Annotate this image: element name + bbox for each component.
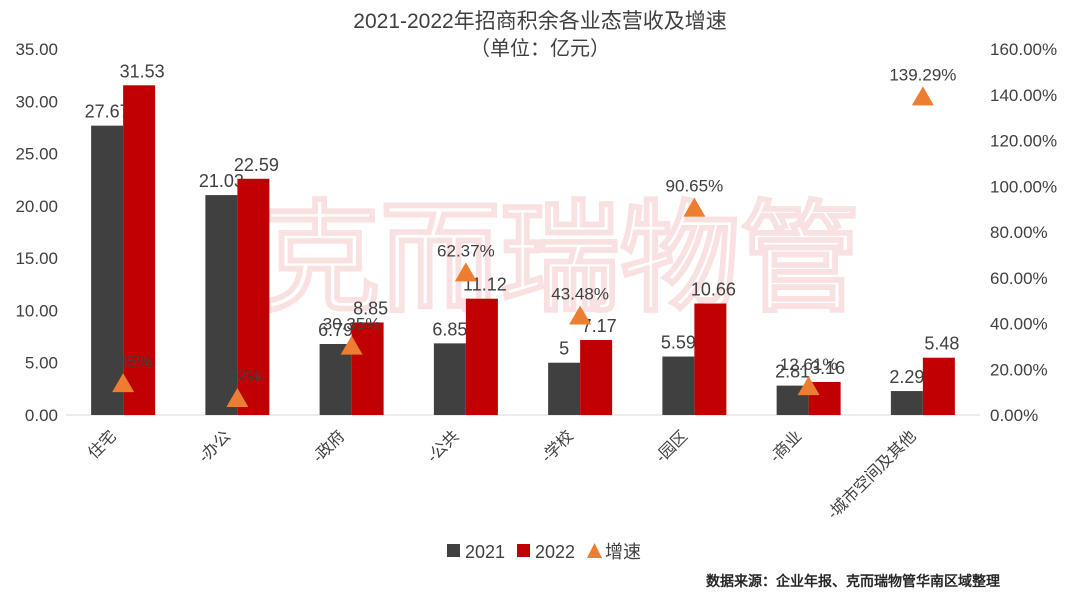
right-axis: 0.00% 20.00% 40.00% 60.00% 80.00% 100.00% 120.… bbox=[990, 40, 1057, 425]
category-label: -政府 bbox=[309, 427, 348, 466]
bar-2021 bbox=[319, 343, 352, 415]
bar-2022 bbox=[465, 298, 498, 415]
left-tick-label: 0.00 bbox=[25, 406, 58, 425]
category-label: -商业 bbox=[766, 427, 805, 466]
bar-2022-label: 31.53 bbox=[120, 61, 165, 81]
bar-2021-label: 21.03 bbox=[199, 171, 244, 191]
left-tick-label: 35.00 bbox=[15, 40, 58, 59]
category-label: 住宅 bbox=[85, 427, 120, 462]
left-tick-label: 5.00 bbox=[25, 354, 58, 373]
right-tick-label: 160.00% bbox=[990, 40, 1057, 59]
growth-label: 62.37% bbox=[437, 241, 495, 260]
bar-2021-label: 6.79 bbox=[318, 320, 353, 340]
category-labels: 住宅 -办公 -政府 -公共 -学校 -园区 -商业 -城市空间及其他 bbox=[85, 427, 920, 523]
growth-marker bbox=[683, 197, 706, 217]
right-tick-label: 120.00% bbox=[990, 132, 1057, 151]
bar-2021 bbox=[433, 343, 466, 415]
legend: 2021 2022 增速 bbox=[447, 542, 641, 562]
bar-2022-label: 22.59 bbox=[234, 155, 279, 175]
chart-subtitle: （单位：亿元） bbox=[470, 37, 610, 60]
right-tick-label: 80.00% bbox=[990, 223, 1048, 242]
bar-2022 bbox=[694, 303, 727, 415]
bar-2021 bbox=[205, 195, 238, 415]
right-tick-label: 20.00% bbox=[990, 360, 1048, 379]
bar-2022-label: 5.48 bbox=[924, 334, 959, 354]
right-tick-label: 60.00% bbox=[990, 269, 1048, 288]
legend-swatch bbox=[517, 544, 530, 557]
bar-2021-label: 5 bbox=[559, 339, 569, 359]
right-tick-label: 100.00% bbox=[990, 177, 1057, 196]
bar-2021 bbox=[548, 362, 581, 415]
left-tick-label: 15.00 bbox=[15, 249, 58, 268]
category-label: -学校 bbox=[538, 427, 577, 466]
growth-marker bbox=[340, 335, 363, 355]
right-tick-label: 140.00% bbox=[990, 86, 1057, 105]
right-tick-label: 40.00% bbox=[990, 315, 1048, 334]
bar-2022 bbox=[351, 322, 384, 415]
legend-swatch bbox=[587, 543, 602, 558]
growth-label: 30.35% bbox=[323, 315, 381, 334]
growth-label: 43.48% bbox=[551, 285, 609, 304]
growth-markers: 13.95% 7.42% 30.35% 62.37% 43.48% 90.65% 12.61… bbox=[94, 65, 956, 408]
bars: 27.6731.5321.0322.596.798.856.8511.1257.… bbox=[85, 61, 959, 416]
growth-label: 139.29% bbox=[889, 65, 956, 84]
category-label: -园区 bbox=[653, 428, 691, 466]
left-tick-label: 30.00 bbox=[15, 92, 58, 111]
bar-2022 bbox=[922, 357, 955, 415]
bar-2021-label: 6.85 bbox=[432, 319, 467, 339]
growth-label: 90.65% bbox=[666, 177, 724, 196]
bar-2021 bbox=[662, 356, 695, 415]
bar-2022 bbox=[237, 178, 270, 415]
right-tick-label: 0.00% bbox=[990, 406, 1038, 425]
legend-label: 2021 bbox=[465, 542, 505, 562]
chart-title: 2021-2022年招商积余各业态营收及增速 bbox=[353, 10, 726, 33]
bar-2021 bbox=[890, 391, 923, 415]
bar-2021-label: 27.67 bbox=[85, 102, 130, 122]
bar-2022 bbox=[123, 85, 156, 415]
bar-2021-label: 2.29 bbox=[889, 367, 924, 387]
source-note: 数据来源：企业年报、克而瑞物管华南区域整理 bbox=[706, 573, 1000, 589]
bar-2021 bbox=[91, 125, 124, 416]
growth-marker bbox=[226, 388, 249, 408]
bar-2022-label: 3.16 bbox=[810, 358, 845, 378]
left-tick-label: 20.00 bbox=[15, 197, 58, 216]
growth-label: 7.42% bbox=[213, 367, 261, 386]
category-label: -城市空间及其他 bbox=[824, 427, 920, 523]
growth-marker bbox=[911, 86, 934, 106]
left-tick-label: 25.00 bbox=[15, 145, 58, 164]
growth-label: 12.61% bbox=[780, 355, 838, 374]
category-label: -办公 bbox=[195, 427, 234, 466]
bar-2021-label: 5.59 bbox=[661, 333, 696, 353]
growth-marker bbox=[112, 373, 135, 393]
bar-2022 bbox=[580, 340, 613, 415]
growth-marker bbox=[797, 376, 820, 396]
growth-label: 13.95% bbox=[94, 352, 152, 371]
growth-marker bbox=[569, 305, 592, 325]
bar-2022-label: 8.85 bbox=[353, 298, 388, 318]
legend-label: 增速 bbox=[605, 542, 641, 562]
watermark: 克而瑞物管 bbox=[260, 192, 860, 326]
growth-marker bbox=[454, 262, 477, 282]
legend-swatch bbox=[447, 544, 460, 557]
left-tick-label: 10.00 bbox=[15, 301, 58, 320]
bar-2021-label: 2.81 bbox=[775, 362, 810, 382]
category-label: -公共 bbox=[424, 427, 463, 466]
legend-label: 2022 bbox=[535, 542, 575, 562]
bar-2022-label: 7.17 bbox=[582, 316, 617, 336]
left-axis: 0.00 5.00 10.00 15.00 20.00 25.00 30.00 35.00 bbox=[15, 40, 58, 425]
bar-2022-label: 10.66 bbox=[691, 280, 736, 300]
